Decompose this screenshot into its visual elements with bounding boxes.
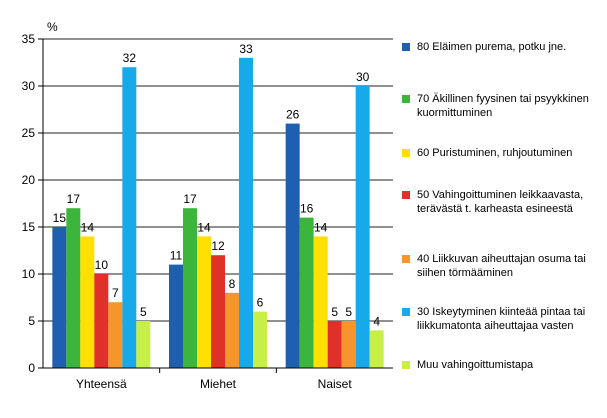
axes: [42, 39, 393, 373]
bar: [285, 123, 300, 368]
bar: [225, 292, 239, 368]
bar: [369, 330, 384, 368]
y-tick-label: 20: [22, 173, 36, 187]
bar: [355, 86, 370, 368]
data-label: 32: [123, 51, 137, 65]
y-tick-label: 15: [22, 220, 36, 234]
category-label: Naiset: [318, 377, 353, 391]
bar: [197, 236, 211, 368]
data-label: 11: [170, 249, 183, 263]
y-tick-label: 30: [22, 79, 36, 93]
bar: [211, 255, 225, 368]
legend-label: 30 Iskeytyminen kiinteää pintaa tai liik…: [417, 306, 586, 332]
data-label: 7: [112, 286, 119, 300]
bars: [52, 57, 384, 369]
y-tick-label: 10: [22, 267, 36, 281]
legend-item: 40 Liikkuvan aiheuttajan osuma tai siihe…: [402, 252, 592, 280]
legend-label: 60 Puristuminen, ruhjoutuminen: [417, 147, 573, 159]
bar: [253, 311, 267, 368]
data-label: 5: [140, 305, 147, 319]
legend-label: 40 Liikkuvan aiheuttajan osuma tai siihe…: [417, 253, 586, 279]
legend-swatch: [402, 95, 410, 103]
legend-swatch: [402, 361, 410, 369]
bar: [136, 321, 151, 368]
y-tick-label: 35: [22, 32, 36, 46]
data-label: 14: [197, 220, 211, 234]
data-label: 14: [314, 220, 328, 234]
data-label: 5: [345, 305, 352, 319]
y-axis-label: %: [47, 20, 58, 34]
legend-item: Muu vahingoittumistapa: [402, 358, 592, 372]
data-label: 10: [95, 258, 109, 272]
data-label: 12: [211, 239, 225, 253]
data-label: 30: [356, 70, 370, 84]
legend-item: 60 Puristuminen, ruhjoutuminen: [402, 146, 592, 160]
legend-label: 80 Eläimen purema, potku jne.: [417, 41, 567, 53]
data-label: 33: [239, 42, 253, 56]
data-label: 5: [331, 305, 338, 319]
legend-label: 50 Vahingoittuminen leikkaavasta, terävä…: [417, 189, 584, 215]
bar: [94, 274, 109, 368]
legend-label: 70 Äkillinen fyysinen tai psyykkinen kuo…: [417, 93, 589, 119]
data-label: 8: [229, 277, 236, 291]
category-labels: Yhteensä Miehet Naiset: [76, 377, 352, 391]
legend-swatch: [402, 43, 410, 51]
data-label: 16: [300, 202, 314, 216]
legend-item: 80 Eläimen purema, potku jne.: [402, 40, 592, 54]
legend-item: 70 Äkillinen fyysinen tai psyykkinen kuo…: [402, 92, 592, 120]
bar: [52, 227, 67, 368]
data-label: 17: [67, 192, 81, 206]
bar: [341, 321, 356, 368]
legend-swatch: [402, 149, 410, 157]
data-label: 6: [257, 296, 264, 310]
data-label: 4: [373, 314, 380, 328]
legend-item: 50 Vahingoittuminen leikkaavasta, terävä…: [402, 188, 592, 216]
legend-swatch: [402, 191, 410, 199]
bar: [183, 208, 197, 368]
legend-swatch: [402, 255, 410, 263]
bar: [299, 217, 314, 368]
category-label: Yhteensä: [76, 377, 127, 391]
y-tick-labels: 0 5 10 15 20 25 30 35: [22, 32, 43, 375]
category-label: Miehet: [200, 377, 237, 391]
data-label: 14: [81, 220, 95, 234]
bar: [169, 264, 183, 368]
bar: [327, 321, 342, 368]
bar: [66, 208, 81, 368]
bar: [239, 57, 253, 369]
legend-item: 30 Iskeytyminen kiinteää pintaa tai liik…: [402, 305, 592, 333]
data-label: 17: [183, 192, 197, 206]
data-label: 15: [53, 211, 67, 225]
bar: [108, 302, 123, 368]
legend-label: Muu vahingoittumistapa: [417, 359, 534, 371]
bar: [122, 67, 137, 368]
y-tick-label: 0: [28, 361, 35, 375]
y-tick-label: 25: [22, 126, 36, 140]
bar: [80, 236, 95, 368]
legend-swatch: [402, 308, 410, 316]
y-tick-label: 5: [28, 314, 35, 328]
bar: [313, 236, 328, 368]
data-label: 26: [286, 108, 300, 122]
